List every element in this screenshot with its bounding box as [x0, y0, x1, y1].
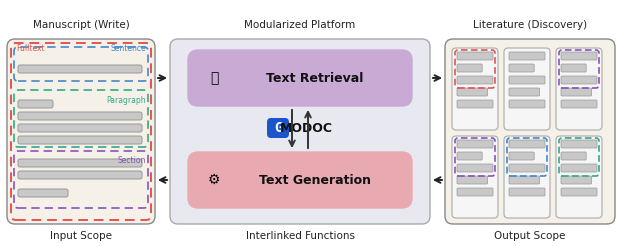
FancyBboxPatch shape — [18, 136, 142, 144]
FancyBboxPatch shape — [561, 64, 586, 72]
Text: Section: Section — [118, 156, 146, 165]
Text: Sentence: Sentence — [110, 44, 146, 53]
FancyBboxPatch shape — [509, 164, 545, 172]
Text: Modularized Platform: Modularized Platform — [244, 20, 356, 30]
FancyBboxPatch shape — [509, 52, 545, 60]
FancyBboxPatch shape — [267, 118, 289, 138]
Text: 🔍: 🔍 — [210, 71, 218, 85]
FancyBboxPatch shape — [18, 171, 142, 179]
FancyBboxPatch shape — [561, 188, 597, 196]
FancyBboxPatch shape — [556, 136, 602, 218]
FancyBboxPatch shape — [504, 136, 550, 218]
FancyBboxPatch shape — [170, 39, 430, 224]
FancyBboxPatch shape — [457, 152, 482, 160]
FancyBboxPatch shape — [509, 100, 545, 108]
Text: Output Scope: Output Scope — [494, 231, 565, 241]
FancyBboxPatch shape — [457, 176, 488, 184]
Text: Fulltext: Fulltext — [16, 44, 45, 53]
FancyBboxPatch shape — [457, 76, 493, 84]
FancyBboxPatch shape — [18, 159, 142, 167]
FancyBboxPatch shape — [445, 39, 615, 224]
FancyBboxPatch shape — [18, 112, 142, 120]
FancyArrowPatch shape — [305, 112, 311, 148]
FancyBboxPatch shape — [561, 164, 597, 172]
Text: Interlinked Functions: Interlinked Functions — [246, 231, 355, 241]
FancyBboxPatch shape — [509, 76, 545, 84]
FancyBboxPatch shape — [457, 188, 493, 196]
Text: G: G — [274, 121, 282, 135]
FancyBboxPatch shape — [504, 48, 550, 130]
FancyBboxPatch shape — [509, 64, 534, 72]
FancyBboxPatch shape — [457, 52, 493, 60]
FancyBboxPatch shape — [561, 76, 597, 84]
Text: MODOC: MODOC — [279, 122, 333, 135]
FancyBboxPatch shape — [509, 88, 540, 96]
FancyBboxPatch shape — [509, 152, 534, 160]
FancyBboxPatch shape — [457, 100, 493, 108]
FancyBboxPatch shape — [457, 88, 488, 96]
FancyBboxPatch shape — [561, 152, 586, 160]
FancyBboxPatch shape — [18, 100, 53, 108]
Text: Text Generation: Text Generation — [259, 173, 371, 186]
FancyBboxPatch shape — [452, 136, 498, 218]
FancyBboxPatch shape — [556, 48, 602, 130]
FancyBboxPatch shape — [561, 176, 592, 184]
FancyBboxPatch shape — [457, 64, 482, 72]
FancyBboxPatch shape — [509, 188, 545, 196]
Text: Manuscript (Write): Manuscript (Write) — [32, 20, 129, 30]
FancyBboxPatch shape — [18, 65, 142, 73]
Text: Paragraph: Paragraph — [106, 96, 146, 105]
FancyBboxPatch shape — [18, 124, 142, 132]
Text: ⚙: ⚙ — [208, 173, 220, 187]
Text: Literature (Discovery): Literature (Discovery) — [473, 20, 587, 30]
FancyBboxPatch shape — [188, 50, 412, 106]
FancyBboxPatch shape — [7, 39, 155, 224]
FancyBboxPatch shape — [457, 164, 493, 172]
FancyBboxPatch shape — [509, 176, 540, 184]
Text: Text Retrieval: Text Retrieval — [266, 72, 364, 84]
FancyBboxPatch shape — [18, 189, 68, 197]
FancyBboxPatch shape — [561, 52, 597, 60]
FancyBboxPatch shape — [509, 140, 545, 148]
FancyBboxPatch shape — [452, 48, 498, 130]
FancyBboxPatch shape — [457, 140, 493, 148]
Text: Input Scope: Input Scope — [50, 231, 112, 241]
FancyBboxPatch shape — [561, 140, 597, 148]
FancyBboxPatch shape — [561, 100, 597, 108]
FancyBboxPatch shape — [561, 88, 592, 96]
FancyBboxPatch shape — [188, 152, 412, 208]
